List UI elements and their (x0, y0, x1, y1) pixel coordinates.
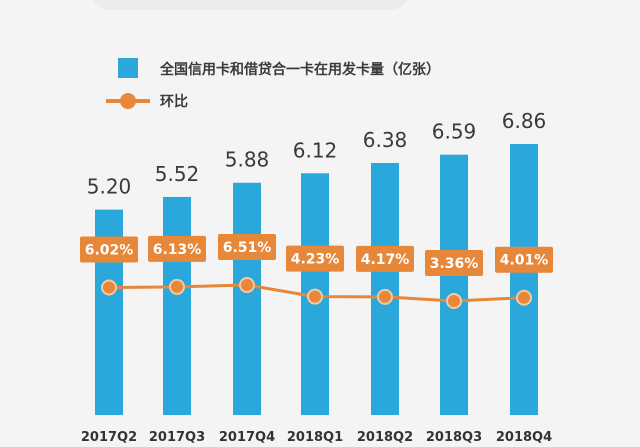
ratio-label-2018Q3: 3.36% (430, 256, 479, 272)
legend-bar-label: 全国信用卡和借贷合一卡在用发卡量（亿张） (159, 61, 440, 78)
ratio-label-2018Q2: 4.17% (361, 252, 410, 268)
x-tick-2018Q2: 2018Q2 (357, 430, 413, 445)
ratio-label-box-2018Q2 (356, 245, 414, 272)
bar-value-label-2017Q3: 5.52 (155, 162, 200, 186)
bar-value-label-2017Q4: 5.88 (225, 148, 270, 172)
ratio-point-2017Q4 (239, 277, 255, 293)
ratio-point-2018Q3 (446, 293, 462, 309)
legend-line-label: 环比 (160, 93, 188, 110)
bar-series (95, 144, 538, 415)
legend: 全国信用卡和借贷合一卡在用发卡量（亿张） 环比 (106, 58, 440, 110)
x-tick-2017Q2: 2017Q2 (81, 430, 137, 445)
ratio-label-2018Q1: 4.23% (291, 252, 340, 268)
ratio-point-2018Q1 (307, 288, 323, 305)
bar-2018Q3 (440, 154, 468, 415)
ratio-point-2017Q2 (101, 279, 117, 296)
bar-value-label-2018Q3: 6.59 (432, 120, 477, 144)
ratio-label-2017Q2: 6.02% (85, 242, 134, 258)
ratio-label-2017Q3: 6.13% (153, 242, 202, 258)
ratio-label-box-2018Q3 (425, 250, 483, 276)
bar-value-label-2018Q2: 6.38 (363, 128, 408, 152)
bar-2018Q4 (510, 144, 538, 415)
bar-2017Q3 (163, 196, 191, 415)
x-tick-2017Q3: 2017Q3 (149, 430, 205, 445)
bar-2017Q4 (233, 182, 261, 415)
data-labels: 5.20 5.52 5.88 6.12 6.38 6.59 6.86 6.02% 6.13% 6.… (80, 109, 553, 276)
x-axis-ticks: 2017Q2 2017Q3 2017Q4 2018Q1 2018Q2 2018Q3 2018… (81, 430, 552, 445)
ratio-label-box-2017Q4 (218, 234, 276, 260)
ratio-point-2018Q4 (516, 289, 532, 306)
x-tick-2018Q4: 2018Q4 (496, 430, 552, 445)
ratio-label-2018Q4: 4.01% (500, 253, 549, 269)
x-tick-2017Q4: 2017Q4 (219, 430, 275, 445)
x-tick-2018Q3: 2018Q3 (426, 430, 482, 445)
ratio-label-box-2018Q4 (495, 246, 553, 273)
ratio-label-box-2017Q3 (148, 235, 206, 262)
ratio-label-box-2018Q1 (286, 245, 344, 272)
legend-bar-swatch (118, 58, 138, 78)
bar-value-label-2018Q4: 6.86 (502, 109, 547, 133)
ratio-point-2018Q2 (377, 288, 393, 305)
legend-line-marker (120, 93, 136, 109)
bar-value-label-2017Q2: 5.20 (87, 175, 132, 199)
top-search-bar (90, 0, 410, 10)
line-series (101, 277, 532, 309)
ratio-label-box-2017Q2 (80, 236, 138, 263)
ratio-point-2017Q3 (169, 278, 185, 295)
ratio-label-2017Q4: 6.51% (223, 240, 272, 256)
bar-value-label-2018Q1: 6.12 (293, 138, 338, 162)
x-tick-2018Q1: 2018Q1 (287, 430, 343, 445)
